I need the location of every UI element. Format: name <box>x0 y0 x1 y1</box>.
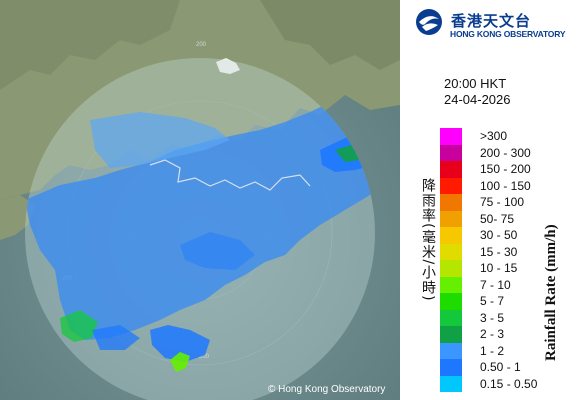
legend-range-label: 50- 75 <box>480 211 515 226</box>
legend-range-label: 7 - 10 <box>480 277 511 292</box>
legend-swatch <box>440 194 462 211</box>
range-ring-label-north: 200 <box>196 42 207 48</box>
legend-range-label: 0.15 - 0.50 <box>480 376 538 391</box>
legend-swatch <box>440 375 462 392</box>
legend-swatch <box>440 359 462 376</box>
legend-swatch <box>440 260 462 277</box>
legend-title-english: Rainfall Rate (mm/h) <box>543 224 559 361</box>
legend-range-label: 0.50 - 1 <box>480 360 521 374</box>
legend-range-label: 75 - 100 <box>480 195 525 209</box>
legend-row: 200 - 300 <box>440 144 560 161</box>
legend-swatch <box>440 144 462 161</box>
info-panel: 香港天文台 HONG KONG OBSERVATORY 20:00 HKT 24… <box>400 0 577 400</box>
legend-swatch <box>440 293 462 310</box>
legend-row: 0.15 - 0.50 <box>440 375 560 392</box>
legend-row: 3 - 5 <box>440 309 560 326</box>
radar-time: 20:00 HKT <box>444 76 507 91</box>
legend-row: 5 - 7 <box>440 293 560 310</box>
land-west-coast <box>0 195 35 240</box>
rain-band-light <box>90 112 230 168</box>
legend-title-chinese: 降雨率(毫米/小時) <box>420 178 436 302</box>
legend-row: 75 - 100 <box>440 194 560 211</box>
legend-row: 7 - 10 <box>440 276 560 293</box>
legend-swatch <box>440 243 462 260</box>
radar-map: 200 200 200 © Hong Kong Observatory <box>0 0 400 400</box>
copyright-text: © Hong Kong Observatory <box>268 384 386 395</box>
rain-cell-south <box>150 325 210 362</box>
legend-row: 150 - 200 <box>440 161 560 178</box>
legend-row: 30 - 50 <box>440 227 560 244</box>
legend-range-label: 100 - 150 <box>480 178 531 193</box>
range-ring-label-south: 200 <box>199 354 210 360</box>
rain-cell-island-east <box>180 232 255 270</box>
legend-row: 100 - 150 <box>440 177 560 194</box>
legend-swatch <box>440 276 462 293</box>
legend-swatch <box>440 227 462 244</box>
legend-range-label: 3 - 5 <box>480 310 505 325</box>
legend-range-label: >300 <box>480 129 508 143</box>
legend-row: 0.50 - 1 <box>440 359 560 376</box>
legend-swatch <box>440 177 462 194</box>
legend-swatch <box>440 342 462 359</box>
legend-range-label: 10 - 15 <box>480 261 518 275</box>
legend-range-label: 2 - 3 <box>480 327 505 341</box>
rain-band-main <box>25 80 375 340</box>
legend-swatch <box>440 309 462 326</box>
legend-range-label: 200 - 300 <box>480 145 531 160</box>
logo-name-chinese: 香港天文台 <box>451 12 532 30</box>
rain-cell-southwest-blue <box>92 325 140 350</box>
logo-name-english: HONG KONG OBSERVATORY <box>450 29 566 39</box>
hko-logo: 香港天文台 HONG KONG OBSERVATORY <box>414 7 574 41</box>
rain-cell-southwest <box>60 310 98 342</box>
legend-row: 2 - 3 <box>440 326 560 343</box>
legend-swatch <box>440 326 462 343</box>
legend-row: 10 - 15 <box>440 260 560 277</box>
hko-emblem-icon <box>416 9 442 35</box>
land-northeast-hills <box>260 0 400 70</box>
island-north-small <box>216 58 240 74</box>
legend-swatch <box>440 161 462 178</box>
radar-date: 24-04-2026 <box>444 92 511 107</box>
legend-range-label: 5 - 7 <box>480 294 505 308</box>
legend-range-label: 15 - 30 <box>480 244 518 259</box>
legend-range-label: 150 - 200 <box>480 162 531 176</box>
radar-map-svg: 200 200 200 <box>0 0 400 400</box>
legend-row: 50- 75 <box>440 210 560 227</box>
rain-cell-south-green <box>170 352 190 372</box>
legend-row: >300 <box>440 128 560 145</box>
rainfall-legend: >300 200 - 300 150 - 200 100 - 150 75 - 100 5… <box>440 128 560 392</box>
rain-echoes <box>25 80 375 372</box>
legend-range-label: 30 - 50 <box>480 228 518 242</box>
land-northwest-hills <box>0 0 180 90</box>
legend-swatch <box>440 128 462 145</box>
legend-range-label: 1 - 2 <box>480 343 505 358</box>
hk-coastline <box>149 159 311 191</box>
legend-swatch <box>440 210 462 227</box>
legend-row: 15 - 30 <box>440 243 560 260</box>
legend-row: 1 - 2 <box>440 342 560 359</box>
